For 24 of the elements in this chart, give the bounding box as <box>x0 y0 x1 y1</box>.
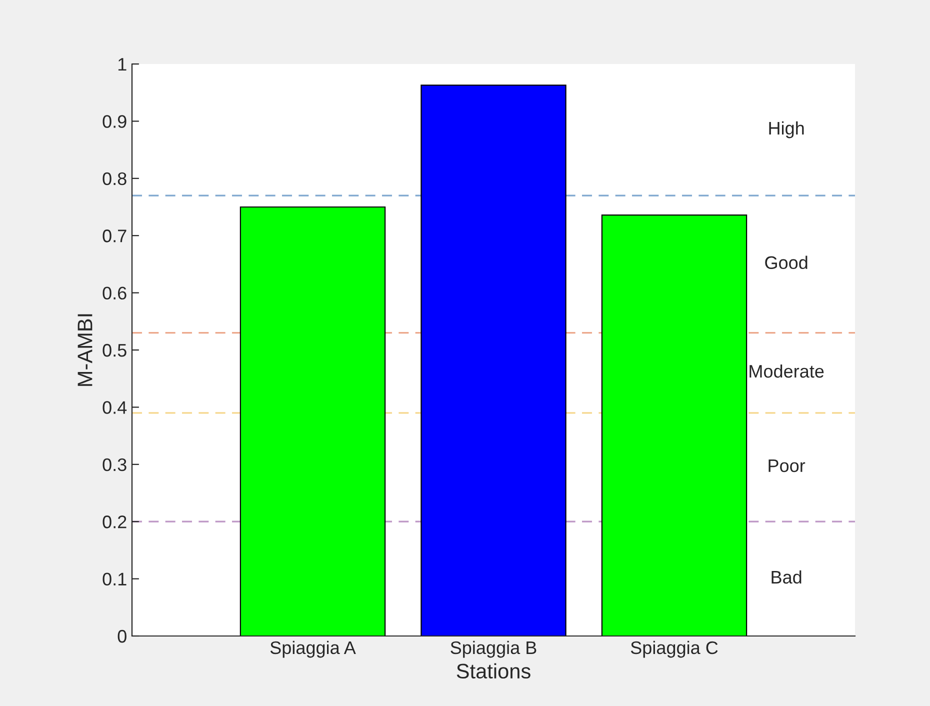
annotation: Bad <box>772 570 802 584</box>
x-axis-title: Stations <box>456 663 530 679</box>
y-tick-label: 0.1 <box>102 572 126 586</box>
y-tick-label: 0 <box>118 630 126 643</box>
annotation: Poor <box>768 460 806 472</box>
x-tick-label: Spiaggia B <box>450 640 536 658</box>
bar <box>240 206 386 636</box>
y-tick-label: 0.2 <box>102 516 126 528</box>
annotation: Moderate <box>750 364 824 378</box>
annotation: High <box>769 121 804 138</box>
y-tick-label: 0.6 <box>102 286 126 300</box>
annotation: Good <box>765 256 808 270</box>
y-tick-label: 0.5 <box>102 344 126 357</box>
x-tick-label: Spiaggia C <box>630 640 718 658</box>
bar <box>420 84 566 636</box>
y-tick-label: 1 <box>118 58 126 71</box>
y-tick-label: 0.8 <box>102 172 126 186</box>
y-tick-label: 0.4 <box>102 401 127 414</box>
bar <box>601 214 748 636</box>
y-axis-title: M-AMBI <box>78 314 92 386</box>
x-tick-label: Spiaggia A <box>270 640 356 658</box>
y-tick-label: 0.3 <box>102 458 126 472</box>
y-tick-label: 0.7 <box>102 230 126 242</box>
y-tick-label: 0.9 <box>102 115 126 128</box>
